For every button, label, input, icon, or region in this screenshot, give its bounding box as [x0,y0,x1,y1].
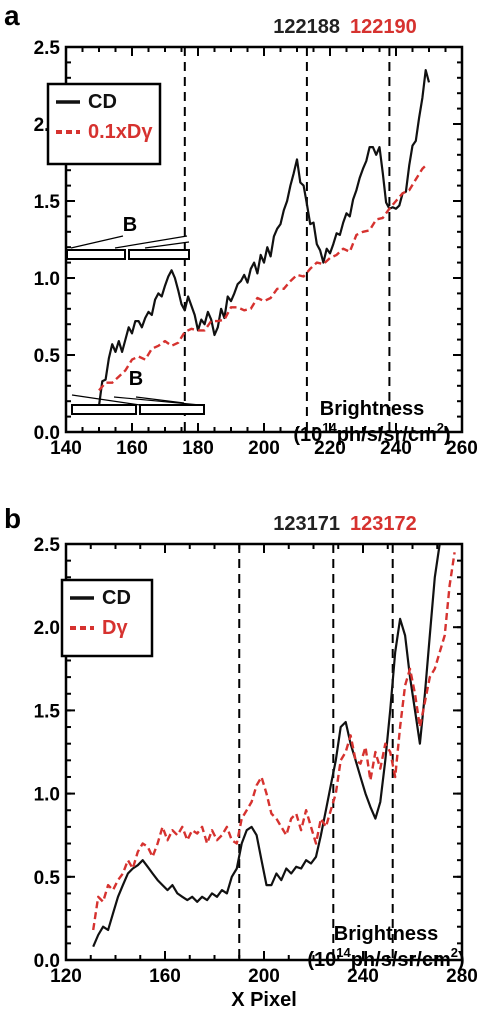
shot-number: 123172 [350,513,417,535]
brightness-units: (1014ph/s/sr/cm2) [307,945,464,971]
y-tick-label: 0.5 [34,346,61,367]
chart-panel-a: a 122188 122190 140 160 180 200 220 240 260 0.0 0.5… [4,0,478,459]
y-tick-label: 2.5 [34,38,61,59]
x-tick-label: 240 [347,966,379,987]
x-tick-label: 200 [248,438,280,459]
field-arrow [114,235,188,249]
field-bar [66,249,126,260]
shot-number: 123171 [273,513,340,535]
legend-label: Dγ [102,617,128,639]
field-label: B [123,214,137,236]
brightness-units: (1014ph/s/sr/cm2) [293,420,450,446]
y-tick-label: 1.0 [34,785,60,806]
y-tick-label: 1.0 [34,269,60,290]
x-tick-label: 220 [314,438,346,459]
superscript: 2 [437,420,444,435]
x-tick-label: 120 [50,966,82,987]
superscript: 2 [451,945,458,960]
field-bar [139,404,205,415]
y-tick-label: 0.5 [34,868,61,889]
y-tick-label: 1.5 [34,192,61,213]
units-text: ) [444,424,451,446]
units-text: (10 [293,424,322,446]
field-bar [71,404,137,415]
panel-label: b [4,503,21,534]
legend-label: CD [102,587,131,609]
x-tick-label: 260 [446,438,478,459]
y-tick-label: 2.0 [34,618,60,639]
shot-number: 122188 [273,16,340,38]
field-arrow [135,396,185,404]
field-arrow [144,241,190,249]
x-tick-label: 280 [446,966,478,987]
x-axis-label: X Pixel [231,989,297,1011]
series-line-cd [92,544,450,948]
x-tick-label: 160 [149,966,181,987]
x-tick-label: 200 [248,966,280,987]
legend-box [60,578,154,658]
field-bar [128,249,190,260]
field-arrow [71,394,141,406]
y-tick-label: 0.0 [34,951,60,972]
series-line-dgamma [98,164,427,392]
y-tick-label: 2.5 [34,535,61,556]
legend-label: CD [88,91,117,113]
y-tick-label: 1.5 [34,701,61,722]
field-label: B [129,368,143,390]
x-tick-label: 140 [50,438,82,459]
x-tick-label: 160 [116,438,148,459]
brightness-title: Brightness [334,923,438,945]
panel-label: a [4,0,20,31]
series-line-cd [97,68,431,406]
brightness-title: Brightness [320,398,424,420]
y-tick-label: 0.0 [34,423,60,444]
field-arrow [70,235,124,249]
series-line-dgamma [92,552,456,931]
x-tick-label: 180 [182,438,214,459]
superscript: 14 [336,945,351,960]
units-text: (10 [307,949,336,971]
units-text: ph/s/sr/cm [337,424,437,446]
legend-box [46,82,162,166]
units-text: ph/s/sr/cm [351,949,451,971]
chart-panel-b: b 123171 123172 120 160 200 240 280 0.0 0.5 1.0 1.5… [4,368,478,1011]
legend-label: 0.1xDγ [88,121,153,143]
field-arrow [113,396,201,406]
x-tick-label: 240 [380,438,412,459]
units-text: ) [458,949,465,971]
superscript: 14 [322,420,337,435]
shot-number: 122190 [350,16,417,38]
